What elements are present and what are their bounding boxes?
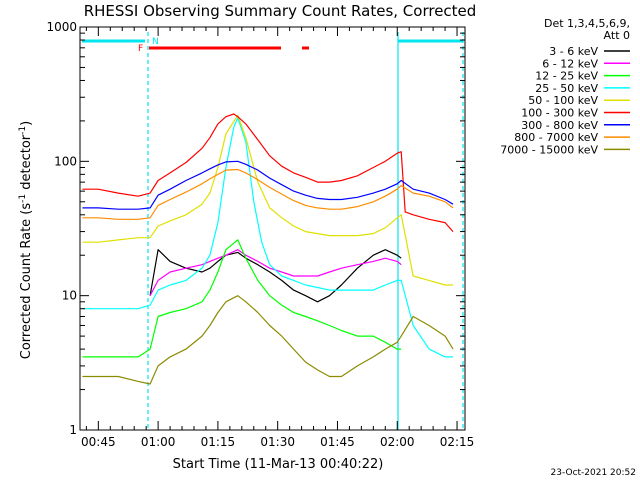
plot-area bbox=[80, 27, 465, 430]
night-annotation: N bbox=[152, 37, 159, 47]
footer-timestamp: 23-Oct-2021 20:52 bbox=[551, 468, 636, 478]
markers: NF bbox=[82, 32, 464, 430]
legend-label: 800 - 7000 keV bbox=[514, 131, 598, 144]
y-axis: 1 10 100 1000 bbox=[46, 20, 465, 437]
legend-label: 100 - 300 keV bbox=[521, 107, 598, 120]
x-tick-label: 02:15 bbox=[440, 435, 475, 449]
legend-label: 7000 - 15000 keV bbox=[500, 143, 598, 156]
series-line bbox=[82, 295, 454, 385]
plot-frame bbox=[79, 26, 466, 431]
x-tick-label: 02:00 bbox=[380, 435, 415, 449]
x-tick-label: 01:15 bbox=[201, 435, 236, 449]
legend-header-line-2: Att 0 bbox=[604, 29, 630, 42]
y-axis-label: Corrected Count Rate (s-1 detector-1) bbox=[18, 121, 34, 359]
series-line bbox=[82, 168, 454, 220]
x-axis: 00:45 01:00 01:15 01:30 01:45 02:00 02:15 bbox=[81, 27, 474, 449]
legend-label: 3 - 6 keV bbox=[549, 45, 598, 58]
y-tick-label: 1000 bbox=[46, 20, 77, 34]
legend-label: 300 - 800 keV bbox=[521, 119, 598, 132]
series-line bbox=[82, 117, 453, 358]
y-axis-label-main: Corrected Count Rate (s bbox=[19, 203, 34, 360]
series-line bbox=[82, 160, 454, 210]
x-axis-label: Start Time (11-Mar-13 00:40:22) bbox=[173, 457, 384, 472]
legend-label: 50 - 100 keV bbox=[528, 94, 598, 107]
y-tick-label: 10 bbox=[62, 289, 77, 303]
legend-label: 12 - 25 keV bbox=[535, 70, 598, 83]
y-axis-label-sup1: -1 bbox=[18, 194, 28, 203]
y-axis-label-end: ) bbox=[19, 121, 34, 126]
legend-header-line-1: Det 1,3,4,5,6,9, bbox=[544, 17, 630, 30]
series-line bbox=[82, 113, 454, 232]
x-tick-label: 01:30 bbox=[260, 435, 295, 449]
series-group bbox=[82, 113, 454, 385]
series-line bbox=[149, 249, 402, 296]
legend-label: 6 - 12 keV bbox=[542, 57, 598, 70]
series-line bbox=[82, 239, 402, 358]
series-line bbox=[82, 114, 453, 286]
flare-annotation: F bbox=[138, 44, 143, 54]
y-tick-label: 100 bbox=[54, 154, 77, 168]
y-axis-label-mid: detector bbox=[19, 134, 34, 194]
y-axis-label-sup2: -1 bbox=[18, 126, 28, 135]
x-tick-label: 00:45 bbox=[81, 435, 116, 449]
x-tick-label: 01:00 bbox=[141, 435, 176, 449]
chart-title: RHESSI Observing Summary Count Rates, Co… bbox=[84, 2, 477, 20]
legend-label: 25 - 50 keV bbox=[535, 82, 598, 95]
y-tick-label: 1 bbox=[69, 423, 77, 437]
x-tick-label: 01:45 bbox=[320, 435, 355, 449]
